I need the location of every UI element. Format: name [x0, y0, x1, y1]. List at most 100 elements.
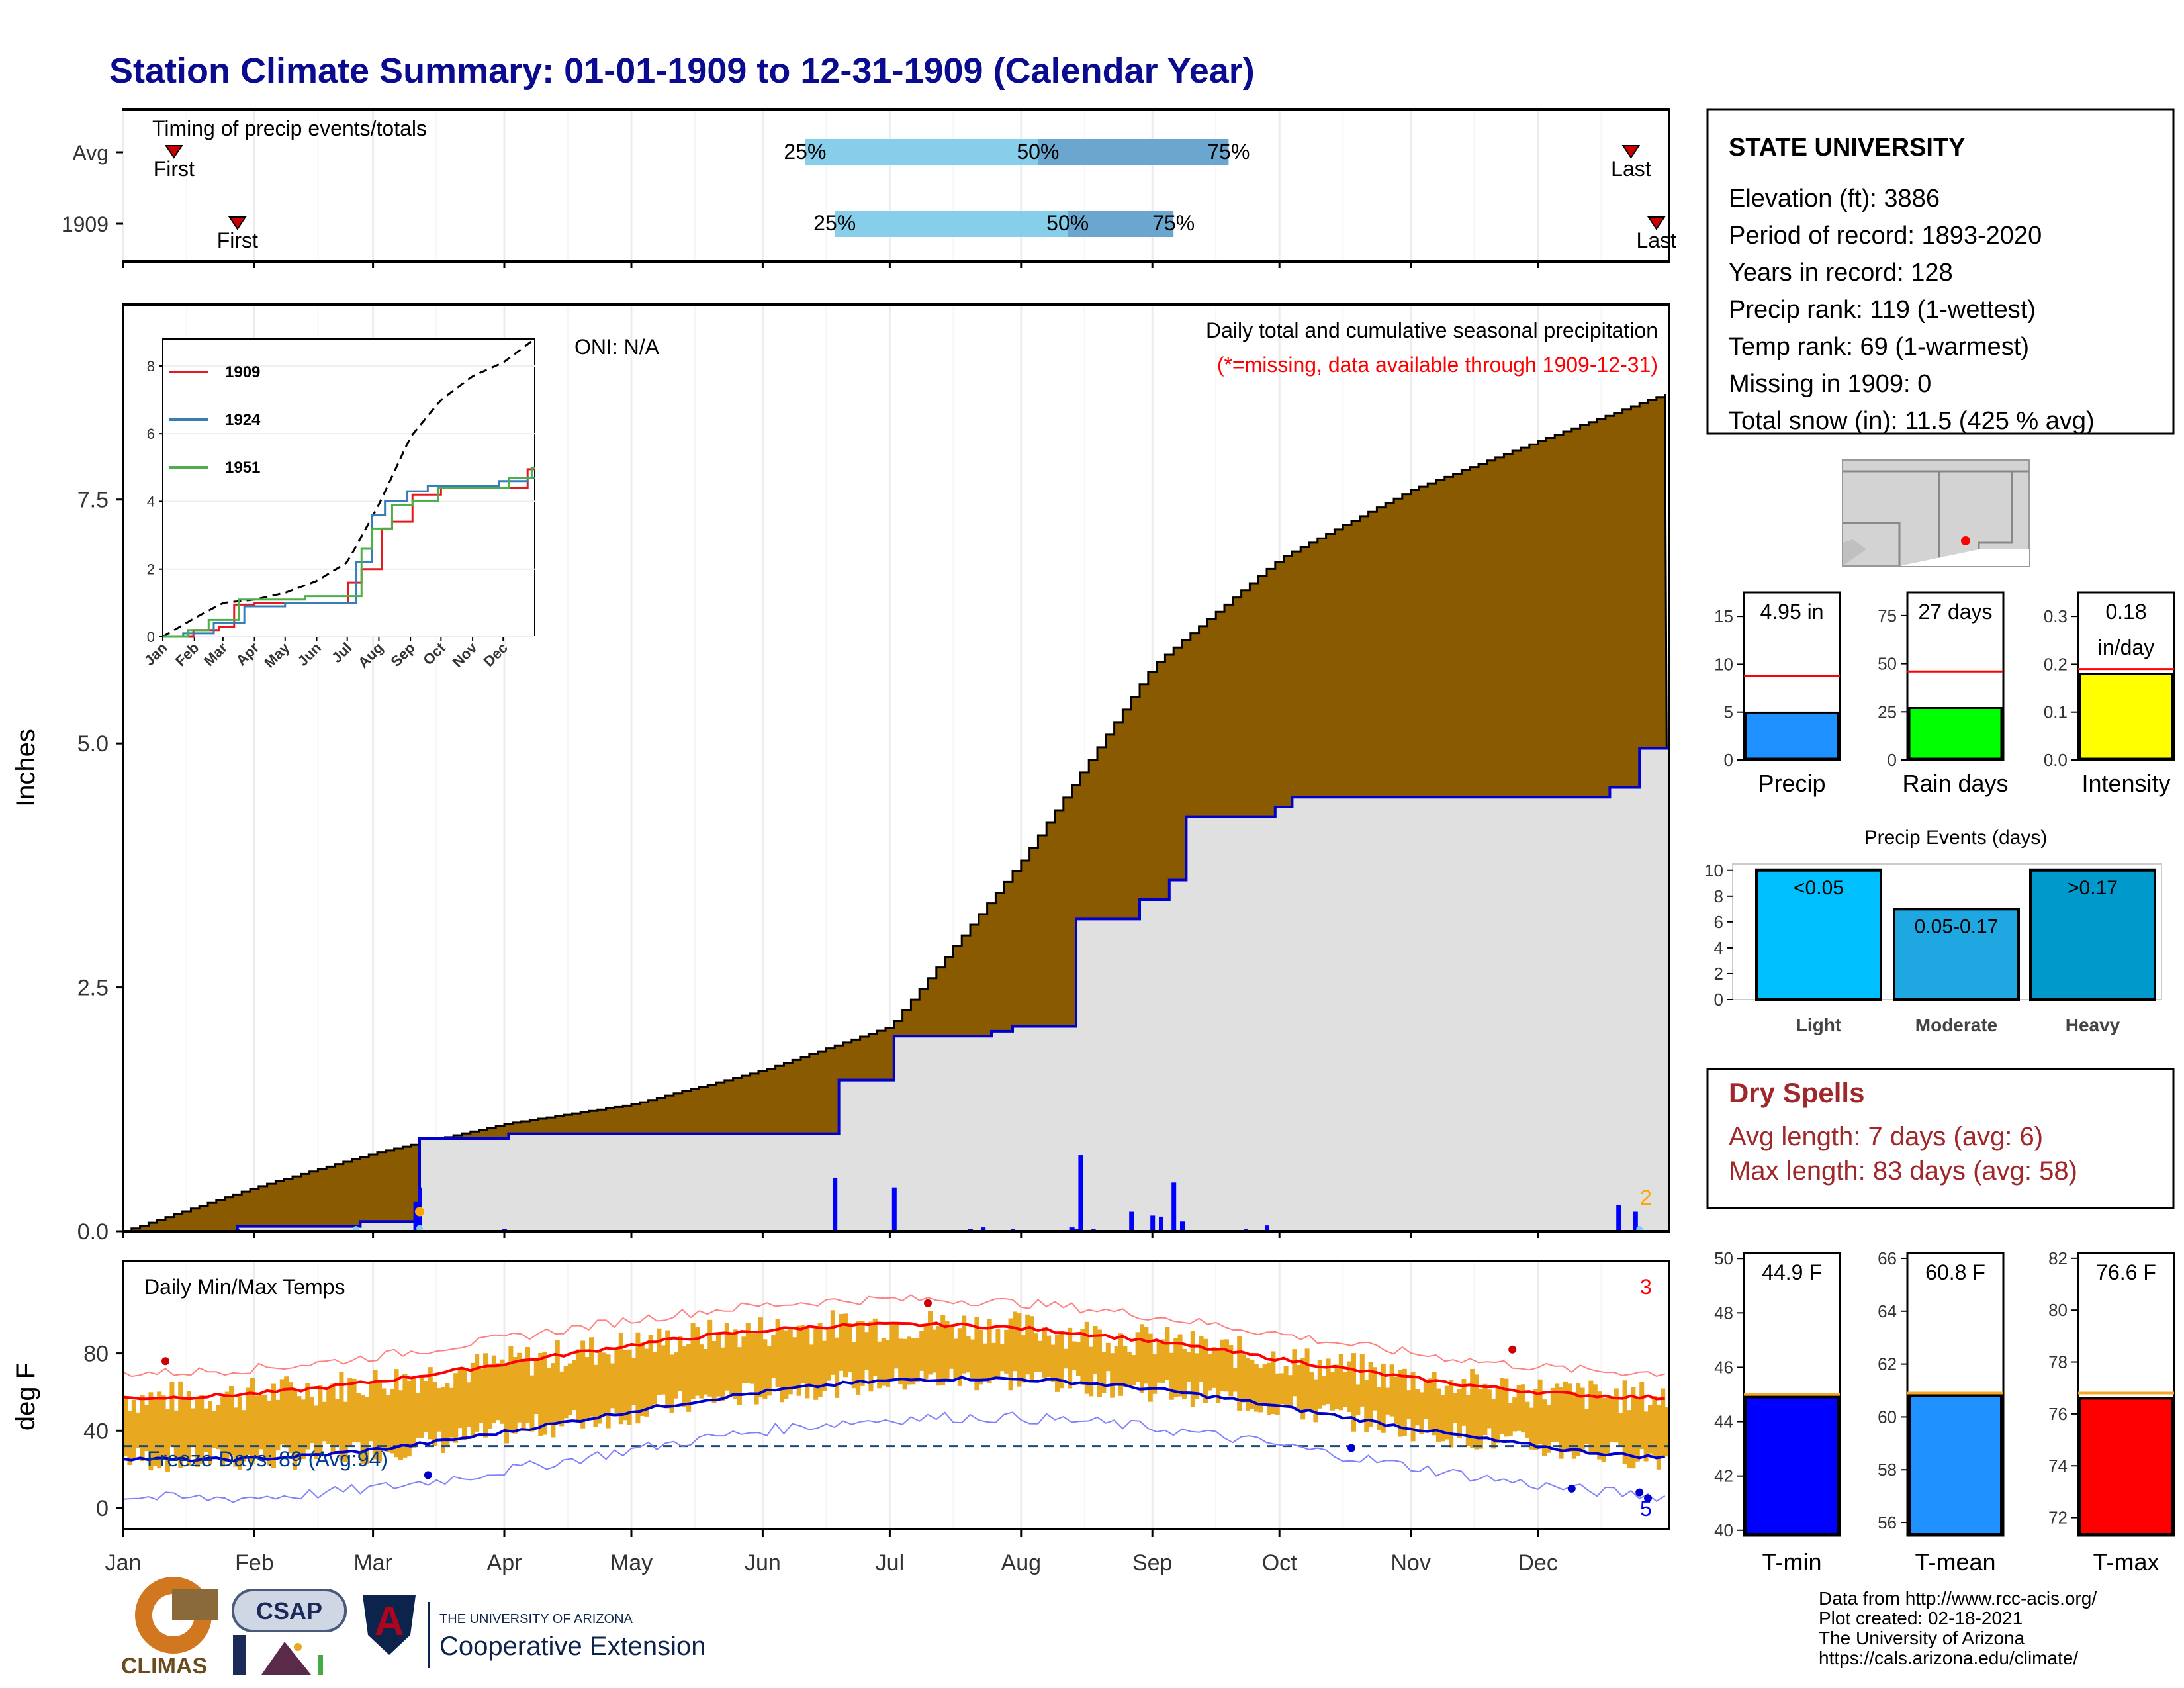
footer-line: Plot created: 02-18-2021 — [1819, 1608, 2023, 1628]
timing-p25-label: 25% — [813, 211, 856, 235]
daily-temp-bar — [1224, 1339, 1229, 1392]
mini-bar-tick-label: 5 — [1724, 702, 1733, 722]
events-tick-label: 2 — [1714, 964, 1723, 984]
daily-temp-bar — [733, 1329, 738, 1399]
daily-temp-bar — [1110, 1353, 1115, 1398]
daily-temp-bar — [203, 1408, 208, 1452]
daily-temp-bar — [1580, 1387, 1585, 1450]
daily-temp-bar — [792, 1337, 797, 1388]
daily-temp-bar — [1559, 1387, 1564, 1459]
temp-bar-value — [2079, 1397, 2173, 1536]
inset-line-1951 — [163, 466, 535, 638]
daily-temp-bar — [1038, 1340, 1043, 1372]
timing-p75-label: 75% — [1152, 211, 1195, 235]
daily-temp-bar — [1173, 1338, 1179, 1397]
events-bar-label: Moderate — [1915, 1015, 1997, 1035]
station-name: STATE UNIVERSITY — [1729, 134, 1966, 162]
timing-p50-label: 50% — [1017, 140, 1059, 164]
footer-line: https://cals.arizona.edu/climate/ — [1819, 1648, 2078, 1668]
daily-temp-bar — [1377, 1387, 1382, 1430]
daily-temp-bar — [1199, 1336, 1204, 1382]
daily-temp-bar — [758, 1317, 763, 1397]
temp-bar-value-label: 60.8 F — [1925, 1260, 1985, 1284]
daily-temp-bar — [457, 1369, 463, 1429]
year-cumulative-line — [123, 747, 1669, 1233]
daily-temp-bar — [1491, 1399, 1496, 1449]
daily-temp-bar — [229, 1385, 234, 1456]
daily-temp-bar — [729, 1333, 734, 1396]
daily-temp-bar — [1152, 1354, 1158, 1394]
daily-temp-bar — [898, 1338, 903, 1385]
inset-legend-label: 1924 — [225, 411, 261, 429]
month-label: Nov — [1390, 1550, 1430, 1575]
daily-temp-bar — [1635, 1398, 1640, 1462]
daily-temp-bar — [830, 1310, 835, 1375]
temp-bar-tick-label: 42 — [1714, 1466, 1733, 1486]
daily-temp-bar — [1118, 1333, 1123, 1396]
daily-temp-bar — [995, 1329, 1001, 1378]
daily-temp-bar — [1533, 1389, 1539, 1450]
mini-bar-tick-label: 25 — [1878, 702, 1897, 722]
daily-temp-bar — [1161, 1339, 1165, 1383]
daily-temp-bar — [1055, 1335, 1060, 1392]
daily-temp-bar — [1537, 1379, 1543, 1445]
daily-precip-bar — [833, 1177, 838, 1231]
daily-temp-bar — [766, 1346, 772, 1396]
daily-temp-bar — [309, 1397, 314, 1444]
daily-temp-bar — [1482, 1383, 1488, 1436]
station-info-line: Period of record: 1893-2020 — [1729, 222, 2042, 250]
daily-temp-bar — [445, 1383, 450, 1446]
inset-legend-label: 1951 — [225, 459, 260, 477]
timing-row-label: Avg — [72, 141, 109, 165]
daily-temp-bar — [737, 1347, 742, 1405]
daily-temp-bar — [1250, 1359, 1255, 1409]
daily-temp-bar — [1618, 1413, 1623, 1446]
mini-bar-value — [1745, 711, 1839, 760]
daily-temp-bar — [1639, 1382, 1645, 1450]
month-label: Aug — [1001, 1550, 1042, 1575]
daily-temp-bar — [1114, 1346, 1119, 1384]
daily-temp-bar — [614, 1348, 619, 1413]
daily-temp-bar — [1571, 1391, 1576, 1459]
daily-precip-bar — [1129, 1211, 1134, 1231]
daily-temp-bar — [915, 1338, 920, 1382]
mini-bar-tick-label: 15 — [1714, 606, 1733, 626]
month-label: May — [610, 1550, 653, 1575]
daily-temp-bar — [1343, 1372, 1348, 1407]
daily-temp-bar — [1664, 1407, 1670, 1457]
daily-temp-bar — [1601, 1397, 1606, 1462]
inset-average-line — [162, 338, 535, 638]
daily-temp-bar — [237, 1396, 242, 1470]
precip-panel: 0.0 2.5 5.0 7.5 Inches ONI: N/A Daily total… — [11, 303, 1670, 1244]
daily-temp-bar — [470, 1362, 475, 1438]
daily-temp-bar — [1402, 1368, 1407, 1436]
temp-bar-tick-label: 64 — [1878, 1301, 1897, 1321]
daily-temp-bar — [1576, 1382, 1581, 1456]
daily-temp-bar — [1156, 1341, 1161, 1383]
month-label: Mar — [353, 1550, 392, 1575]
daily-temp-bar — [347, 1378, 353, 1447]
daily-temp-bar — [720, 1347, 725, 1401]
daily-temp-bar — [512, 1356, 518, 1434]
daily-temp-bar — [1232, 1368, 1238, 1392]
daily-temp-bar — [547, 1368, 551, 1425]
first-event-marker — [228, 216, 247, 230]
footer-line: Data from http://www.rcc-acis.org/ — [1819, 1588, 2097, 1609]
temp-bar-value — [1745, 1395, 1839, 1536]
precip-missing-note: (*=missing, data available through 1909-… — [1217, 353, 1658, 377]
temp-count-bottom: 5 — [1640, 1497, 1652, 1521]
daily-temp-bar — [288, 1382, 293, 1454]
daily-temp-bar — [173, 1410, 179, 1462]
daily-temp-bar — [635, 1332, 641, 1424]
daily-temp-bar — [872, 1318, 878, 1376]
daily-temp-bar — [639, 1342, 645, 1416]
station-info-line: Total snow (in): 11.5 (425 % avg) — [1729, 407, 2095, 435]
daily-temp-bar — [1008, 1318, 1013, 1391]
daily-temp-bar — [1652, 1396, 1657, 1458]
daily-temp-bar — [475, 1354, 480, 1432]
daily-temp-bar — [1373, 1367, 1377, 1411]
temp-bar-tick-label: 72 — [2048, 1508, 2068, 1528]
daily-temp-bar — [953, 1338, 958, 1379]
y-tick-label: 2.5 — [77, 976, 109, 1001]
daily-temp-bar — [1304, 1348, 1310, 1410]
